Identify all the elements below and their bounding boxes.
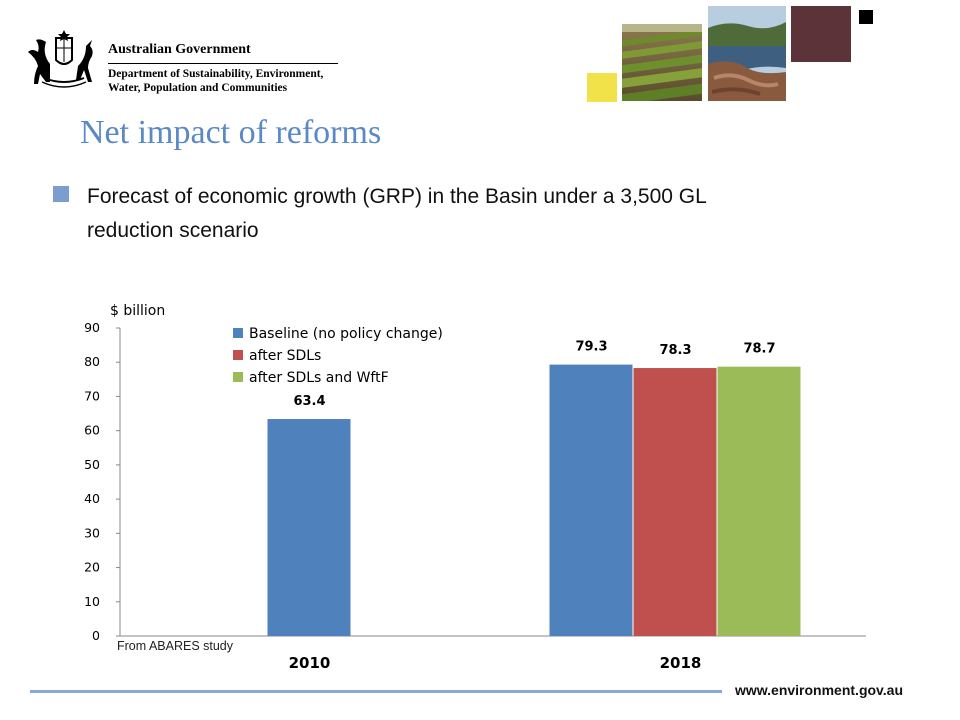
government-logo: Australian Government Department of Sust… [26,28,356,98]
header-divider [108,63,338,64]
legend-swatch [233,372,243,382]
legend-swatch [233,328,243,338]
y-tick-label: 30 [84,525,100,540]
y-tick-label: 70 [84,388,100,403]
x-tick-label-2018: 2018 [660,654,702,672]
data-label: 78.7 [743,342,775,357]
data-label: 79.3 [575,340,607,355]
black-square [859,10,873,24]
footer-url-link[interactable]: www.environment.gov.au [735,682,904,698]
data-label: 63.4 [293,394,325,409]
bar-2018-series-0 [549,364,633,636]
bullet-line-1: Forecast of economic growth (GRP) in the… [87,185,707,208]
y-tick-label: 0 [92,628,100,643]
y-tick-label: 80 [84,354,100,369]
footer-divider [30,690,722,693]
river-landscape-photo [708,6,786,101]
coat-of-arms-icon [28,30,93,88]
y-axis-label: $ billion [110,303,165,319]
bar-2018-series-2 [717,366,801,636]
x-tick-label-2010: 2010 [289,654,331,672]
data-label: 78.3 [659,343,691,358]
y-tick-label: 90 [84,320,100,335]
source-note: From ABARES study [117,639,234,653]
slide-title: Net impact of reforms [80,114,382,151]
bullet-square-icon [53,186,69,202]
department-name-line-2: Water, Population and Communities [108,82,288,94]
bar-2018-series-1 [633,368,717,636]
bar-2010-series-0 [267,419,351,636]
y-tick-label: 50 [84,457,100,472]
legend-entry: after SDLs [249,348,321,364]
legend-entry: Baseline (no policy change) [249,326,443,342]
y-tick-label: 10 [84,594,100,609]
yellow-square [587,73,617,102]
y-tick-label: 40 [84,491,100,506]
crop-rows-photo [622,24,702,101]
bullet-line-2: reduction scenario [87,219,259,242]
y-tick-label: 60 [84,423,100,438]
bullet-text: Forecast of economic growth (GRP) in the… [87,180,907,248]
maroon-square [791,6,851,62]
legend-swatch [233,350,243,360]
y-tick-label: 20 [84,560,100,575]
government-name: Australian Government [108,42,251,57]
department-name-line-1: Department of Sustainability, Environmen… [108,68,324,80]
legend-entry: after SDLs and WftF [249,370,389,386]
